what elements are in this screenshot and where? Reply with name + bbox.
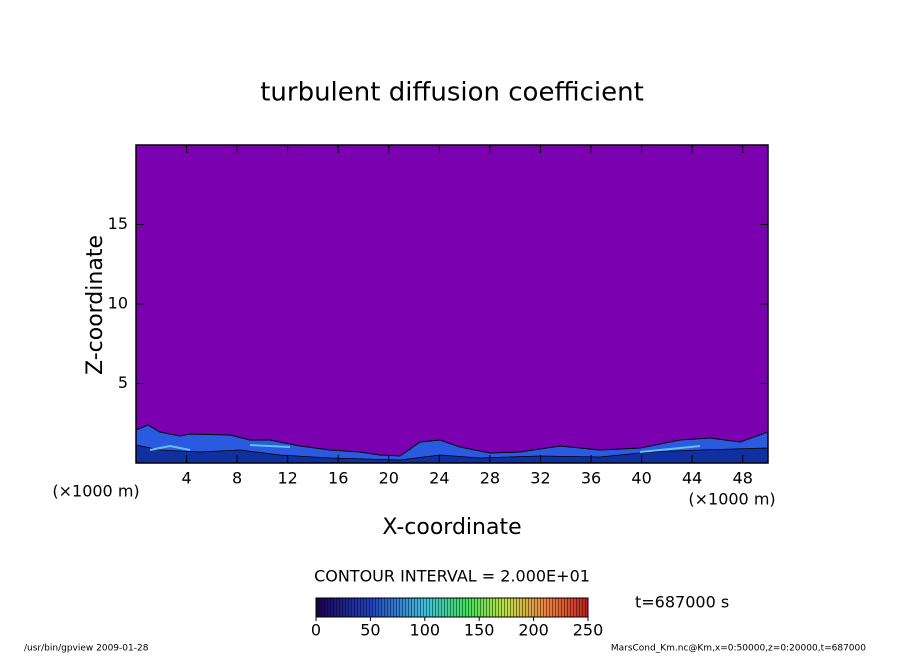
field-contour	[149, 444, 701, 453]
x-tick-label: 28	[480, 469, 500, 488]
chart-title: turbulent diffusion coefficient	[260, 78, 644, 108]
x-unit-label: (×1000 m)	[52, 482, 139, 501]
x-tick-label: 24	[429, 469, 449, 488]
y-tick-label: 5	[118, 373, 128, 392]
footer-right: MarsCond_Km.nc@Km,x=0:50000,z=0:20000,t=…	[611, 644, 866, 654]
field-low-layer	[135, 424, 769, 464]
colorbar-tick-label: 200	[518, 621, 549, 640]
colorbar-tick-label: 50	[360, 621, 380, 640]
x-unit-label: (×1000 m)	[688, 490, 775, 509]
x-tick-label: 48	[733, 469, 753, 488]
y-tick-label: 15	[108, 214, 128, 233]
x-tick-label: 32	[530, 469, 550, 488]
x-tick-label: 12	[278, 469, 298, 488]
footer-left: /usr/bin/gpview 2009-01-28	[24, 644, 149, 654]
colorbar-frame	[315, 597, 589, 618]
x-tick-label: 8	[232, 469, 242, 488]
field-background	[136, 145, 768, 463]
field-bottom-layer	[135, 444, 769, 464]
y-tick-label: 10	[108, 294, 128, 313]
x-tick-label: 4	[181, 469, 191, 488]
colorbar-tick-label: 0	[311, 621, 321, 640]
time-label: t=687000 s	[635, 593, 729, 612]
x-axis-label: X-coordinate	[382, 515, 521, 540]
y-axis-label: Z-coordinate	[83, 235, 108, 375]
colorbar-tick-label: 250	[573, 621, 604, 640]
x-tick-label: 20	[379, 469, 399, 488]
x-tick-label: 40	[631, 469, 651, 488]
x-tick-label: 16	[328, 469, 348, 488]
contour-interval: CONTOUR INTERVAL = 2.000E+01	[314, 567, 590, 586]
x-tick-label: 44	[682, 469, 702, 488]
x-tick-label: 36	[581, 469, 601, 488]
colorbar-tick-label: 150	[464, 621, 495, 640]
colorbar-tick-label: 100	[410, 621, 441, 640]
